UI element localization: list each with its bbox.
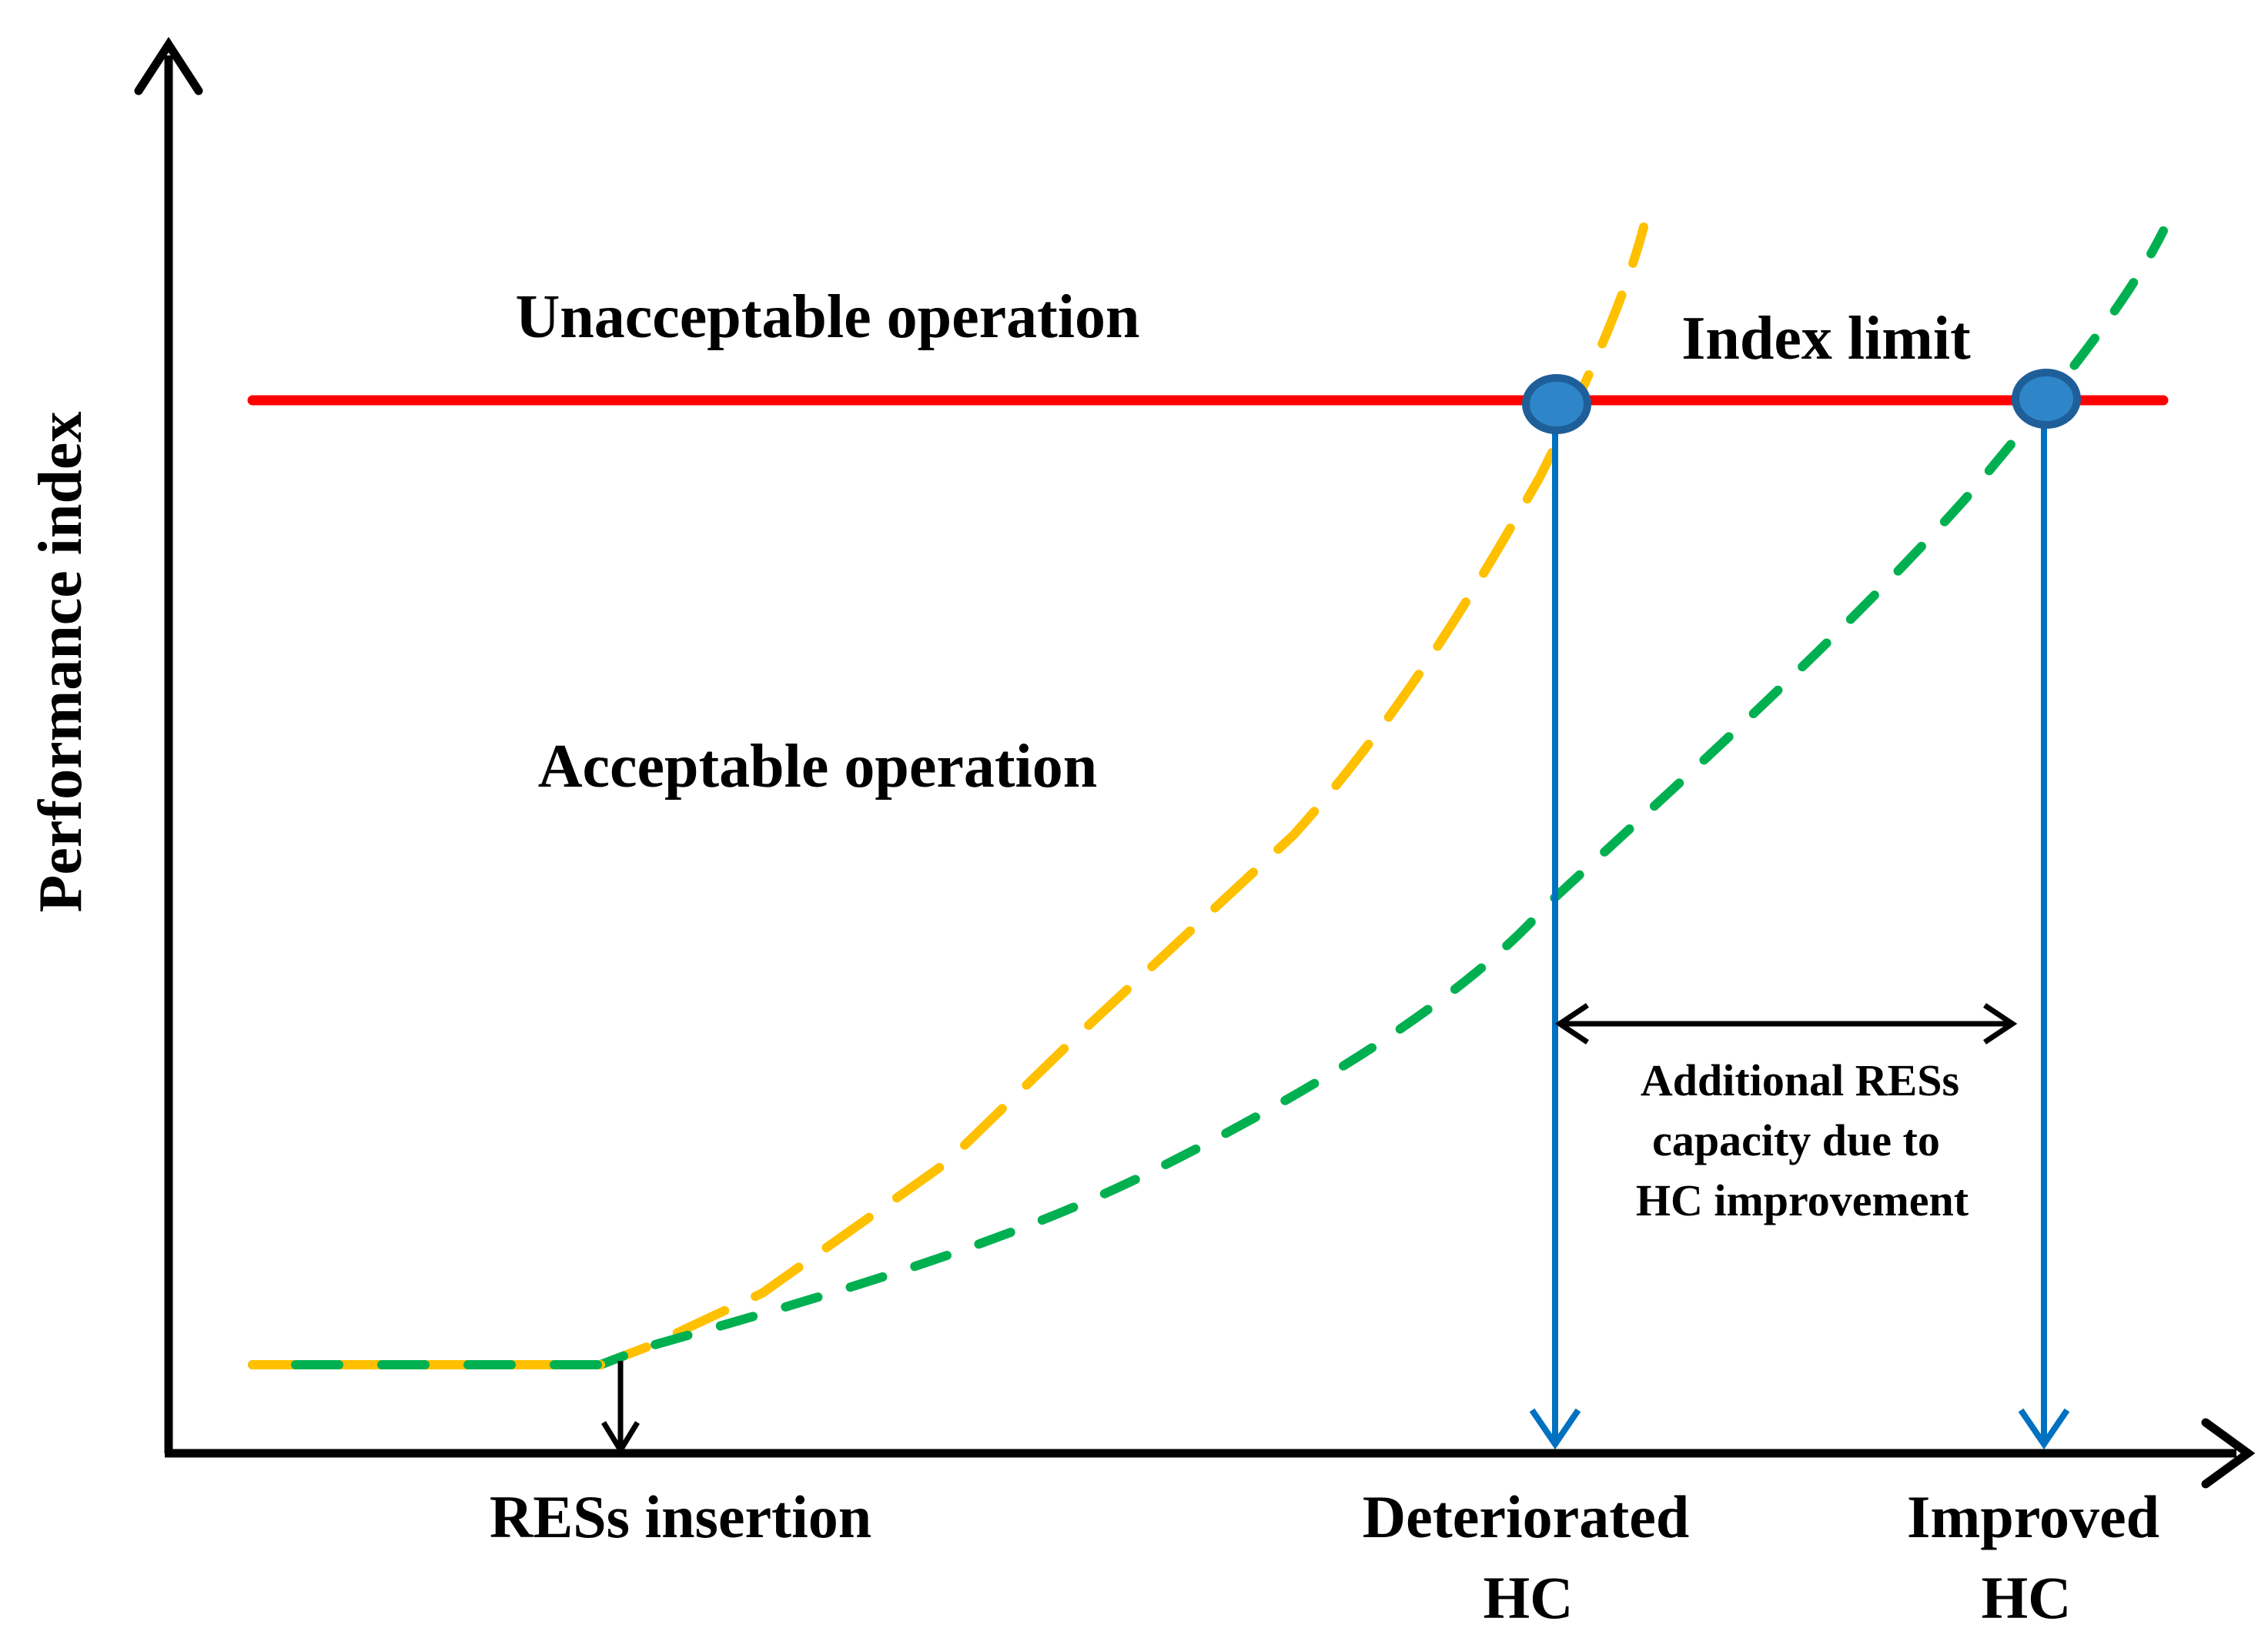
annotation-line3: HC improvement xyxy=(1636,1175,1969,1225)
improved-hc-intersection-marker xyxy=(2012,369,2081,429)
additional-capacity-arrowhead-left xyxy=(1554,1003,1589,1045)
deteriorated-hc-intersection-marker xyxy=(1522,374,1591,434)
y-axis-label: Performance index xyxy=(27,412,95,913)
res-insertion-arrowhead xyxy=(601,1421,640,1456)
index-limit-label: Index limit xyxy=(1681,305,1971,373)
deteriorated-hc-curve xyxy=(248,222,1648,1369)
improved-hc-label-line1: Improved xyxy=(1907,1483,2159,1550)
deteriorated-hc-label-line1: Deteriorated xyxy=(1363,1483,1689,1550)
res-insertion-label: RESs insertion xyxy=(490,1483,871,1550)
x-axis-arrowhead xyxy=(2201,1418,2256,1489)
deteriorated-hc-drop-arrowhead xyxy=(1529,1408,1581,1450)
y-axis-arrowhead xyxy=(134,36,203,95)
improved-hc-curve xyxy=(248,226,2168,1369)
acceptable-region-label: Acceptable operation xyxy=(538,733,1098,801)
additional-capacity-arrowhead-right xyxy=(1983,1003,2018,1045)
annotation-line2: capacity due to xyxy=(1652,1115,1940,1165)
improved-hc-label-line2: HC xyxy=(1982,1564,2072,1631)
deteriorated-hc-label-line2: HC xyxy=(1484,1564,1574,1631)
improved-hc-drop-arrowhead xyxy=(2018,1408,2070,1450)
annotation-line1: Additional RESs xyxy=(1641,1055,1959,1105)
unacceptable-region-label: Unacceptable operation xyxy=(515,283,1139,351)
